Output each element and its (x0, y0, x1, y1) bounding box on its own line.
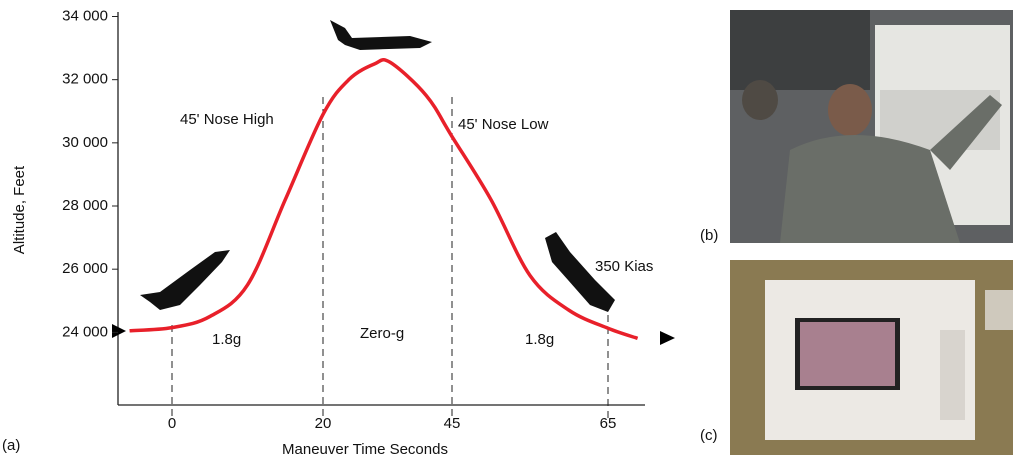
x-tick-label: 65 (600, 415, 617, 432)
y-tick-label: 30 000 (62, 134, 108, 151)
y-tick-label: 28 000 (62, 197, 108, 214)
arrow (660, 331, 675, 345)
line-series (129, 57, 639, 341)
plane-icon (330, 20, 432, 50)
annotation: 1.8g (212, 331, 241, 348)
plane-icon (545, 232, 615, 312)
x-tick-label: 45 (444, 415, 461, 432)
photo-c (730, 260, 1013, 455)
annotation: Zero-g (360, 325, 404, 342)
y-tick-label: 24 000 (62, 323, 108, 340)
plane-icon (140, 250, 230, 310)
annotation: 45' Nose High (180, 111, 274, 128)
x-axis-label: Maneuver Time Seconds (282, 441, 448, 458)
photo-b (730, 10, 1013, 243)
x-tick-label: 20 (315, 415, 332, 432)
annotation: 350 Kias (595, 258, 653, 275)
annotation: 45' Nose Low (458, 116, 549, 133)
y-tick-label: 26 000 (62, 260, 108, 277)
x-tick-label: 0 (168, 415, 176, 432)
y-tick-label: 34 000 (62, 7, 108, 24)
panel-label: (a) (2, 437, 20, 454)
arrow (112, 324, 126, 338)
y-tick-label: 32 000 (62, 71, 108, 88)
annotation: 1.8g (525, 331, 554, 348)
panel-label: (c) (700, 427, 718, 444)
y-axis-label: Altitude, Feet (11, 165, 28, 254)
panel-label: (b) (700, 227, 718, 244)
